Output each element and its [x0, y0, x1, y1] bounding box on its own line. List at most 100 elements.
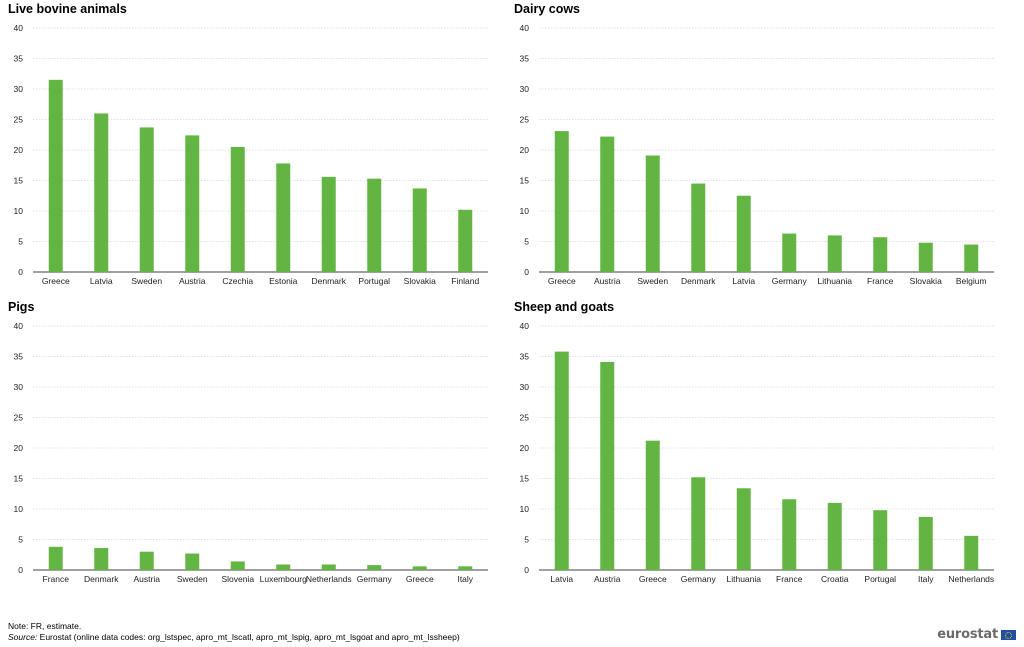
chart-panel-4: Sheep and goats 0 5 10 15 20 25 30 35 40 Latvia Au…	[514, 300, 1006, 590]
x-tick-label: Finland	[451, 276, 479, 286]
eurostat-logo: eurostat	[937, 627, 1016, 642]
chart-title: Sheep and goats	[514, 300, 615, 314]
y-tick-label: 20	[14, 145, 24, 155]
y-tick-label: 40	[520, 23, 530, 33]
x-tick-label: Lithuania	[817, 276, 852, 286]
chart-panel-1: Live bovine animals 0 5 10 15 20 25 30 35 40 Gree…	[8, 2, 500, 292]
x-tick-label: Germany	[772, 276, 808, 286]
bar	[873, 237, 888, 272]
y-tick-label: 20	[520, 145, 530, 155]
x-tick-label: Germany	[357, 574, 393, 584]
y-tick-label: 0	[524, 267, 529, 277]
x-tick-label: Netherlands	[948, 574, 994, 584]
x-tick-label: Slovakia	[910, 276, 942, 286]
bar	[458, 209, 473, 272]
y-tick-label: 10	[14, 504, 24, 514]
source-label: Source:	[8, 632, 38, 642]
y-tick-label: 10	[14, 206, 24, 216]
x-tick-label: Greece	[548, 276, 576, 286]
x-tick-label: Greece	[406, 574, 434, 584]
x-tick-label: Luxembourg	[260, 574, 308, 584]
x-tick-label: Portugal	[864, 574, 896, 584]
y-tick-label: 30	[14, 84, 24, 94]
bar	[367, 178, 382, 272]
x-tick-label: Austria	[179, 276, 206, 286]
y-tick-label: 15	[14, 176, 24, 186]
bar	[691, 183, 706, 272]
x-tick-label: France	[867, 276, 894, 286]
y-tick-label: 15	[520, 474, 530, 484]
x-tick-label: Slovakia	[404, 276, 436, 286]
x-tick-label: Denmark	[681, 276, 716, 286]
eu-flag-icon	[1001, 629, 1016, 640]
y-tick-label: 15	[14, 474, 24, 484]
footer-source: Source: Eurostat (online data codes: org…	[8, 632, 460, 642]
y-tick-label: 25	[520, 115, 530, 125]
chart-title: Pigs	[8, 300, 35, 314]
chart-svg: 0 5 10 15 20 25 30 35 40 Greece Austria Sweden Denma…	[520, 23, 994, 286]
bar	[964, 535, 979, 570]
bar	[554, 131, 569, 272]
bar	[873, 510, 888, 570]
x-tick-label: Latvia	[550, 574, 573, 584]
bar	[554, 351, 569, 570]
x-tick-label: Greece	[639, 574, 667, 584]
source-text: Eurostat (online data codes: org_lstspec…	[37, 632, 460, 642]
x-tick-label: Slovenia	[221, 574, 254, 584]
bar	[412, 188, 427, 272]
x-tick-label: France	[43, 574, 70, 584]
chart-svg: 0 5 10 15 20 25 30 35 40 France Denmark Austria Swed…	[14, 321, 488, 584]
y-tick-label: 30	[14, 382, 24, 392]
y-tick-label: 0	[524, 565, 529, 575]
x-tick-label: Germany	[681, 574, 717, 584]
chart-title: Dairy cows	[514, 2, 581, 16]
y-tick-label: 5	[18, 535, 23, 545]
y-tick-label: 35	[14, 54, 24, 64]
bar	[827, 502, 842, 570]
y-tick-label: 35	[520, 352, 530, 362]
bar	[230, 561, 245, 570]
bar	[321, 176, 336, 272]
y-tick-label: 30	[520, 382, 530, 392]
chart-title: Live bovine animals	[8, 2, 127, 16]
bar	[139, 551, 154, 570]
x-tick-label: Italy	[457, 574, 473, 584]
bar	[276, 163, 291, 272]
y-tick-label: 35	[14, 352, 24, 362]
bar	[276, 564, 291, 570]
x-tick-label: Sweden	[637, 276, 668, 286]
bar	[600, 361, 615, 570]
y-tick-label: 5	[524, 535, 529, 545]
y-tick-label: 20	[14, 443, 24, 453]
bar	[185, 553, 200, 570]
y-tick-label: 15	[520, 176, 530, 186]
y-tick-label: 5	[524, 237, 529, 247]
y-tick-label: 25	[14, 413, 24, 423]
x-tick-label: Italy	[918, 574, 934, 584]
x-tick-label: Sweden	[177, 574, 208, 584]
y-tick-label: 30	[520, 84, 530, 94]
x-tick-label: Denmark	[84, 574, 119, 584]
bar	[48, 546, 63, 570]
bar	[600, 136, 615, 272]
x-tick-label: Austria	[594, 276, 621, 286]
bar	[736, 488, 751, 570]
x-tick-label: Austria	[594, 574, 621, 584]
x-tick-label: Sweden	[131, 276, 162, 286]
bar	[918, 242, 933, 272]
y-tick-label: 25	[14, 115, 24, 125]
x-tick-label: France	[776, 574, 803, 584]
y-tick-label: 0	[18, 267, 23, 277]
chart-panel-3: Pigs 0 5 10 15 20 25 30 35 40 France Denmark Austri…	[8, 300, 500, 590]
bar	[230, 146, 245, 272]
bar	[185, 135, 200, 272]
footer-note: Note: FR, estimate.	[8, 621, 82, 631]
x-tick-label: Latvia	[732, 276, 755, 286]
bar	[645, 155, 660, 272]
bar	[736, 195, 751, 272]
x-tick-label: Denmark	[312, 276, 347, 286]
x-tick-label: Croatia	[821, 574, 849, 584]
x-tick-label: Portugal	[358, 276, 390, 286]
bar	[918, 516, 933, 570]
bar	[691, 477, 706, 570]
